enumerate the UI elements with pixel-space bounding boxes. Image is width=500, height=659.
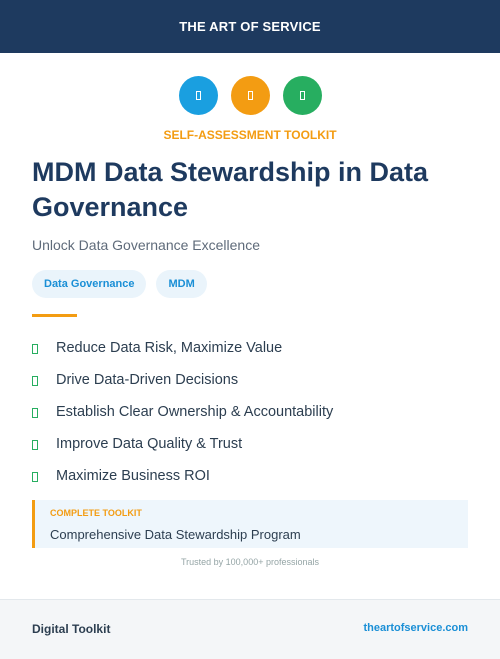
toolkit-icon xyxy=(178,76,218,115)
checklist-icon xyxy=(282,76,322,115)
check-icon xyxy=(32,375,38,386)
benefit-text: Improve Data Quality & Trust xyxy=(56,436,243,452)
header-bar: THE ART OF SERVICE xyxy=(0,0,500,53)
tag-data-governance: Data Governance xyxy=(32,270,147,298)
benefit-list: Reduce Data Risk, Maximize Value Drive D… xyxy=(32,332,333,492)
subtitle: Unlock Data Governance Excellence xyxy=(32,237,261,253)
toolkit-label: COMPLETE TOOLKIT xyxy=(50,508,142,518)
page-title: MDM Data Stewardship in Data Governance xyxy=(32,157,429,222)
toolkit-callout: COMPLETE TOOLKIT Comprehensive Data Stew… xyxy=(32,500,468,548)
brand-name: THE ART OF SERVICE xyxy=(179,19,321,34)
checklist-icon-glyph xyxy=(299,91,305,100)
benefit-item: Drive Data-Driven Decisions xyxy=(32,364,333,396)
benefit-text: Reduce Data Risk, Maximize Value xyxy=(56,340,283,356)
check-icon xyxy=(32,343,38,354)
check-icon xyxy=(32,439,38,450)
benefit-text: Maximize Business ROI xyxy=(56,468,210,484)
toolkit-value: Comprehensive Data Stewardship Program xyxy=(50,527,301,542)
check-icon xyxy=(32,407,38,418)
benefit-item: Maximize Business ROI xyxy=(32,460,333,492)
icon-row xyxy=(0,76,500,115)
benefit-text: Establish Clear Ownership & Accountabili… xyxy=(56,404,334,420)
tag-mdm: MDM xyxy=(156,270,207,298)
footer-label: Digital Toolkit xyxy=(32,622,111,636)
assessment-icon-glyph xyxy=(247,91,253,100)
footer: Digital Toolkit theartofservice.com xyxy=(0,599,500,659)
accent-divider xyxy=(32,314,77,317)
benefit-text: Drive Data-Driven Decisions xyxy=(56,372,239,388)
footer-website-link[interactable]: theartofservice.com xyxy=(363,622,468,634)
benefit-item: Establish Clear Ownership & Accountabili… xyxy=(32,396,333,428)
check-icon xyxy=(32,471,38,482)
toolkit-icon-glyph xyxy=(195,91,201,100)
benefit-item: Improve Data Quality & Trust xyxy=(32,428,333,460)
trust-note: Trusted by 100,000+ professionals xyxy=(180,557,319,567)
benefit-item: Reduce Data Risk, Maximize Value xyxy=(32,332,333,364)
assessment-icon xyxy=(230,76,270,115)
kicker-label: SELF-ASSESSMENT TOOLKIT xyxy=(163,128,337,142)
tag-list: Data Governance MDM xyxy=(32,270,207,298)
